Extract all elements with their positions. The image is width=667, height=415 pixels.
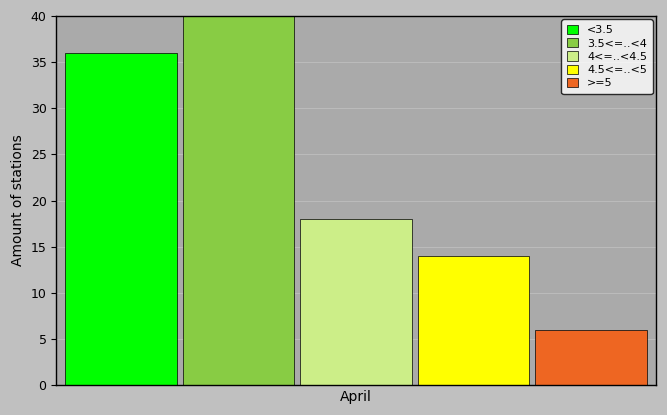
Y-axis label: Amount of stations: Amount of stations [11,135,25,266]
Bar [183,16,294,385]
Legend: <3.5, 3.5<=..<4, 4<=..<4.5, 4.5<=..<5, >=5: <3.5, 3.5<=..<4, 4<=..<4.5, 4.5<=..<5, >… [562,20,652,94]
Bar [65,53,177,385]
Bar [536,330,647,385]
Bar [300,219,412,385]
Bar [418,256,530,385]
